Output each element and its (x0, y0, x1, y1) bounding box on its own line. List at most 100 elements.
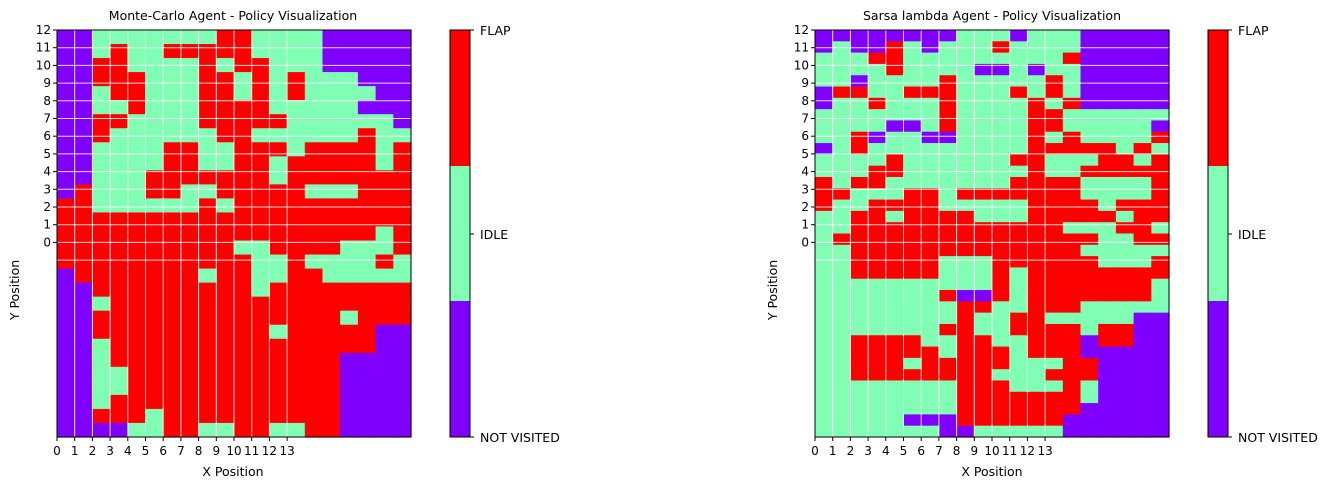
cell-flap (393, 226, 412, 242)
cell-flap (163, 408, 182, 424)
cell-flap (885, 346, 905, 359)
cell-flap (304, 338, 324, 354)
cell-flap (163, 240, 182, 256)
cell-flap (956, 244, 975, 257)
cell-flap (815, 199, 834, 212)
cell-flap (1062, 188, 1082, 201)
cell-idle (145, 44, 164, 59)
cell-flap (1115, 290, 1135, 302)
cell-flap (921, 244, 940, 257)
cell-idle (269, 100, 288, 115)
cell-idle (1151, 301, 1170, 314)
cell-flap (903, 199, 922, 212)
cell-idle (127, 170, 147, 185)
cell-flap (1080, 357, 1099, 370)
cell-idle (815, 312, 834, 325)
cell-flap (850, 346, 869, 359)
cell-flap (92, 408, 111, 424)
cell-idle (180, 114, 200, 129)
cell-idle (322, 72, 341, 87)
cell-idle (868, 290, 887, 302)
cell-flap (832, 233, 851, 246)
cell-idle (251, 282, 270, 298)
cell-idle (92, 296, 111, 312)
cell-flap (903, 369, 922, 382)
cell-not-visited (1133, 403, 1152, 415)
cell-not-visited (357, 100, 377, 115)
cell-idle (868, 323, 887, 336)
cell-idle (163, 86, 182, 101)
cell-idle (850, 63, 869, 76)
cell-idle (304, 254, 324, 270)
colorbar-label-flap: FLAP (1238, 23, 1269, 38)
cell-flap (956, 414, 975, 427)
cell-not-visited (57, 86, 76, 101)
cell-flap (357, 198, 377, 214)
cell-idle (938, 63, 958, 76)
cell-idle (832, 312, 851, 325)
cell-flap (198, 380, 217, 396)
cell-not-visited (57, 380, 76, 396)
cell-idle (938, 188, 958, 201)
cell-idle (903, 380, 922, 393)
cell-idle (251, 240, 270, 256)
cell-idle (832, 403, 851, 415)
cell-flap (375, 198, 394, 214)
cell-flap (938, 323, 958, 336)
cell-flap (304, 296, 324, 312)
cell-flap (1133, 278, 1152, 291)
cell-flap (198, 282, 217, 298)
cell-idle (938, 154, 958, 167)
cell-flap (269, 380, 288, 396)
cell-idle (1080, 109, 1099, 122)
cell-not-visited (1115, 403, 1135, 415)
cell-idle (1098, 256, 1117, 269)
cell-flap (110, 352, 129, 368)
cell-flap (216, 324, 235, 340)
cell-flap (1133, 267, 1152, 280)
y-tick-label: 11 (36, 41, 51, 55)
cell-flap (974, 369, 993, 382)
cell-idle (163, 72, 182, 87)
y-tick-label: 7 (801, 112, 809, 126)
cell-flap (1080, 290, 1099, 302)
cell-idle (163, 100, 182, 115)
x-tick-label: 7 (177, 444, 185, 458)
cell-not-visited (74, 408, 93, 424)
cell-flap (269, 338, 288, 354)
cell-idle (850, 414, 869, 427)
cell-idle (956, 52, 975, 65)
cell-flap (163, 170, 182, 185)
cell-idle (868, 63, 887, 76)
cell-idle (145, 156, 164, 171)
cell-flap (92, 72, 111, 87)
cell-flap (234, 226, 253, 242)
cell-idle (145, 114, 164, 129)
cell-not-visited (393, 380, 412, 396)
cell-idle (885, 323, 905, 336)
cell-flap (1151, 233, 1170, 246)
cell-flap (1045, 335, 1064, 348)
cell-idle (815, 346, 834, 359)
cell-flap (885, 222, 905, 235)
cell-flap (1045, 403, 1064, 415)
cell-flap (234, 184, 253, 200)
cell-flap (1080, 369, 1099, 382)
cell-flap (1009, 403, 1028, 415)
cell-not-visited (938, 425, 958, 438)
cell-idle (357, 254, 377, 270)
cell-idle (1115, 120, 1135, 133)
cell-flap (1009, 222, 1028, 235)
cell-not-visited (868, 131, 887, 144)
cell-idle (216, 142, 235, 157)
cell-flap (304, 422, 324, 438)
cell-flap (269, 394, 288, 410)
cell-not-visited (393, 422, 412, 438)
cell-flap (850, 335, 869, 348)
cell-idle (992, 30, 1011, 42)
x-tick-label: 0 (53, 444, 61, 458)
cell-idle (375, 268, 394, 284)
cell-idle (1115, 109, 1135, 122)
cell-not-visited (57, 142, 76, 157)
cell-idle (375, 156, 394, 171)
